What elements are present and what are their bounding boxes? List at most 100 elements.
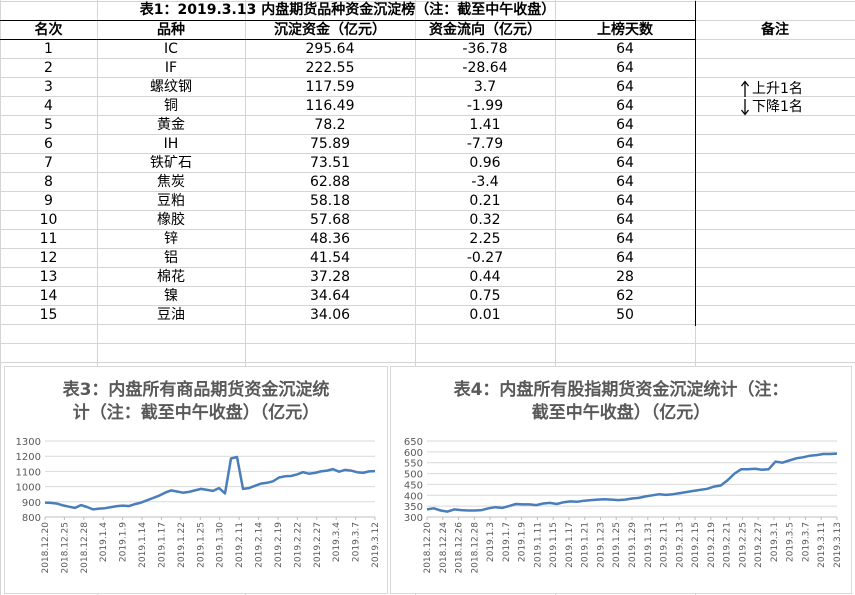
table-cell: 64 [616, 41, 634, 57]
x-tick-label: 2019.1.31 [644, 522, 654, 568]
x-tick-label: 2018.12.20 [423, 522, 433, 574]
table-border [695, 1, 696, 326]
table-cell: 0.01 [469, 307, 501, 323]
table-cell: 58.18 [309, 193, 351, 209]
table-cell: 4 [44, 98, 53, 114]
table-cell: 3 [44, 79, 53, 95]
note-down: 下降1名 [752, 99, 803, 115]
x-tick-label: 2019.3.5 [786, 522, 796, 562]
table-cell: 螺纹钢 [150, 79, 192, 95]
grid-col-line [245, 0, 246, 595]
x-tick-label: 2019.1.17 [565, 522, 575, 568]
x-tick-label: 2019.2.25 [738, 522, 748, 568]
x-tick-label: 2018.12.26 [455, 522, 465, 574]
chart4-title-line2: 截至中午收盘）（亿元） [531, 403, 711, 423]
y-tick-label: 650 [404, 437, 423, 448]
x-tick-label: 2018.12.28 [470, 522, 480, 574]
table-cell: 15 [39, 307, 58, 323]
table-cell: 117.59 [305, 79, 355, 95]
x-tick-label: 2019.3.13 [833, 522, 843, 568]
x-tick-label: 2018.12.28 [80, 522, 90, 574]
table-cell: 34.06 [309, 307, 351, 323]
column-header: 资金流向（亿元） [429, 22, 541, 38]
x-tick-label: 2019.1.25 [196, 522, 206, 568]
x-tick-label: 2019.3.1 [770, 522, 780, 562]
chart3-title-line2: 计（注：截至中午收盘）（亿元） [72, 403, 320, 423]
grid-row-line [0, 172, 855, 173]
table-cell: -7.79 [466, 136, 504, 152]
x-tick-label: 2019.1.9 [518, 522, 528, 562]
chart3-title-line1: 表3：内盘所有商品期货资金沉淀统 [62, 380, 330, 400]
table-cell: 78.2 [314, 117, 346, 133]
table-cell: 295.64 [305, 41, 355, 57]
grid-row-line [0, 324, 855, 325]
y-tick-label: 800 [22, 513, 41, 524]
x-tick-label: 2019.1.22 [177, 522, 187, 568]
table-cell: -0.27 [466, 250, 504, 266]
x-tick-label: 2019.1.29 [628, 522, 638, 568]
x-tick-label: 2019.3.12 [371, 522, 381, 568]
y-tick-label: 400 [404, 491, 423, 502]
table-cell: 0.44 [469, 269, 501, 285]
x-tick-label: 2019.2.11 [235, 522, 245, 568]
table-cell: 64 [616, 98, 634, 114]
y-tick-label: 450 [404, 480, 423, 491]
x-tick-label: 2019.1.30 [216, 522, 226, 568]
table-cell: 13 [39, 269, 58, 285]
table-cell: 3.7 [473, 79, 497, 95]
grid-row-line [0, 343, 855, 344]
grid-row-line [0, 305, 855, 306]
table-cell: 73.51 [309, 155, 351, 171]
column-header: 上榜天数 [597, 22, 653, 38]
table-cell: 0.32 [469, 212, 501, 228]
y-tick-label: 1200 [16, 452, 41, 463]
table-cell: 116.49 [305, 98, 355, 114]
x-tick-label: 2019.2.19 [274, 522, 284, 568]
table-cell: 黄金 [157, 117, 185, 133]
grid-row-line [0, 1, 855, 2]
table-cell: 豆粕 [157, 193, 185, 209]
commodity-futures-chart: 表3：内盘所有商品期货资金沉淀统 计（注：截至中午收盘）（亿元） 800 900 1… [4, 366, 388, 594]
table-cell: 铁矿石 [150, 155, 192, 171]
table-cell: 2 [44, 60, 53, 76]
table-cell: 6 [44, 136, 53, 152]
table-cell: 34.64 [309, 288, 351, 304]
grid-row-line [0, 77, 855, 78]
x-tick-label: 2019.3.4 [332, 522, 342, 562]
x-tick-label: 2019.3.11 [817, 522, 827, 568]
table-cell: 62 [616, 288, 634, 304]
x-tick-label: 2019.2.14 [255, 522, 265, 568]
x-tick-label: 2019.1.25 [612, 522, 622, 568]
table-cell: 橡胶 [157, 212, 185, 228]
series-line [426, 452, 838, 513]
y-tick-label: 600 [404, 448, 423, 459]
grid-row-line [0, 248, 855, 249]
table-cell: 11 [39, 231, 58, 247]
table-cell: 铜 [164, 98, 178, 114]
grid-row-line [0, 191, 855, 192]
table-cell: 锌 [164, 231, 178, 247]
down-arrow-icon [740, 99, 750, 116]
table-cell: 75.89 [309, 136, 351, 152]
grid-row-line [0, 153, 855, 154]
table-cell: 64 [616, 136, 634, 152]
grid-row-line [0, 362, 855, 363]
grid-row-line [0, 115, 855, 116]
table-cell: 0.75 [469, 288, 501, 304]
x-tick-label: 2018.12.25 [60, 522, 70, 574]
table-border [0, 39, 695, 40]
table-cell: -36.78 [462, 41, 508, 57]
y-tick-label: 350 [404, 502, 423, 513]
grid-row-line [0, 58, 855, 59]
x-tick-label: 2019.1.4 [99, 522, 109, 562]
grid-col-line [555, 0, 556, 595]
table-cell: 50 [616, 307, 634, 323]
table-cell: IF [164, 60, 178, 76]
table-cell: 64 [616, 212, 634, 228]
x-tick-label: 2019.1.17 [157, 522, 167, 568]
table-cell: 0.21 [469, 193, 501, 209]
table-cell: 64 [616, 60, 634, 76]
y-tick-label: 550 [404, 459, 423, 470]
chart4-title-line1: 表4：内盘所有股指期货资金沉淀统计（注： [453, 380, 789, 400]
